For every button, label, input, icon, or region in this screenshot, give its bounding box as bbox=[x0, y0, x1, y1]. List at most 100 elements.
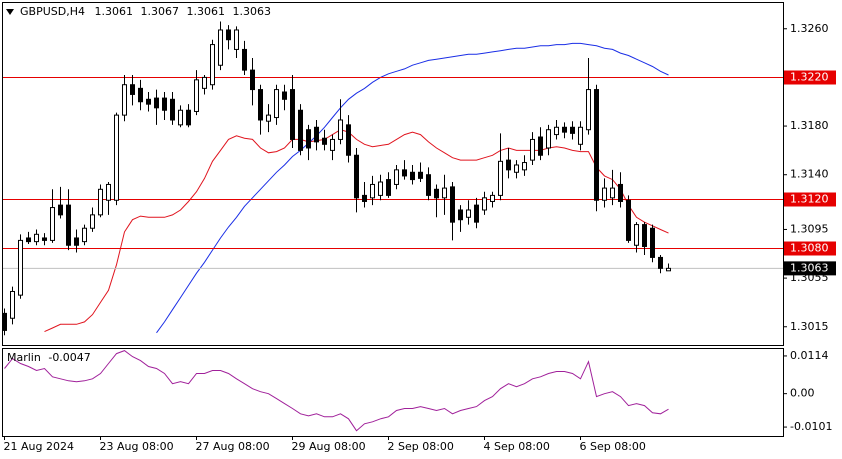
candle-body bbox=[298, 109, 303, 151]
x-tick-label: 23 Aug 08:00 bbox=[100, 440, 174, 453]
candle-body bbox=[146, 98, 151, 105]
candle-body bbox=[562, 126, 567, 133]
candle-body bbox=[586, 89, 591, 131]
indicator-value: -0.0047 bbox=[48, 351, 90, 364]
current-price-box bbox=[784, 261, 836, 276]
indicator-name: Marlin bbox=[7, 351, 41, 364]
candle-body bbox=[98, 188, 103, 216]
candle-body bbox=[402, 169, 407, 177]
candle-body bbox=[178, 109, 183, 126]
y-tick-label: 1.3140 bbox=[790, 168, 829, 181]
candle-body bbox=[138, 87, 143, 103]
candle-body bbox=[250, 69, 255, 91]
candle-body bbox=[498, 160, 503, 196]
candle-body bbox=[3, 312, 7, 331]
current-price-label: 1.3063 bbox=[790, 261, 829, 274]
candle-body bbox=[186, 109, 191, 126]
candle-body bbox=[554, 126, 559, 136]
level-label: 1.3220 bbox=[790, 71, 829, 84]
candle-body bbox=[74, 237, 79, 246]
candle-body bbox=[514, 164, 519, 173]
candle-body bbox=[578, 126, 583, 145]
candle-body bbox=[538, 136, 543, 156]
candle-body bbox=[450, 186, 455, 223]
candle-body bbox=[474, 204, 479, 223]
candle-body bbox=[218, 29, 223, 66]
candle-body bbox=[306, 129, 311, 149]
level-label-box bbox=[784, 241, 836, 256]
menu-triangle[interactable] bbox=[6, 9, 14, 15]
indicator-panel bbox=[2, 348, 784, 437]
moving-average bbox=[156, 42, 669, 334]
candle-body bbox=[418, 171, 423, 179]
chart-header: GBPUSD,H4 1.3061 1.3067 1.3061 1.3063 bbox=[20, 5, 271, 18]
candle-body bbox=[282, 91, 287, 100]
candle-body bbox=[322, 137, 327, 145]
level-label-box bbox=[784, 192, 836, 207]
candle-body bbox=[602, 187, 607, 201]
candle-body bbox=[426, 174, 431, 196]
x-tick-label: 4 Sep 08:00 bbox=[484, 440, 550, 453]
candle-body bbox=[290, 89, 295, 140]
candle-body bbox=[386, 179, 391, 196]
candle-body bbox=[50, 207, 55, 241]
y-tick-label: 0.00 bbox=[790, 387, 815, 400]
main-panel bbox=[2, 2, 784, 346]
symbol: GBPUSD,H4 bbox=[20, 5, 85, 18]
candle-body bbox=[90, 214, 95, 229]
candle-body bbox=[226, 29, 231, 41]
x-tick-label: 27 Aug 08:00 bbox=[196, 440, 270, 453]
high: 1.3067 bbox=[140, 5, 179, 18]
candle-body bbox=[162, 97, 167, 111]
candle-body bbox=[506, 159, 511, 171]
axes: 1.32601.31801.31401.30951.30551.30151.32… bbox=[4, 22, 836, 453]
candle-body bbox=[122, 84, 127, 116]
candle-body bbox=[618, 183, 623, 202]
moving-average bbox=[44, 129, 669, 333]
main-plot bbox=[3, 21, 783, 336]
candle-body bbox=[482, 197, 487, 211]
y-tick-label: 0.0114 bbox=[790, 349, 829, 362]
y-tick-label: 1.3260 bbox=[790, 22, 829, 35]
indicator-plot bbox=[4, 350, 669, 432]
candle-body bbox=[266, 114, 271, 122]
candle-body bbox=[154, 97, 159, 109]
level-label: 1.3120 bbox=[790, 193, 829, 206]
candle-body bbox=[458, 209, 463, 221]
y-tick-label: 1.3015 bbox=[790, 320, 829, 333]
candle-body bbox=[10, 290, 15, 319]
low: 1.3061 bbox=[186, 5, 225, 18]
candle-body bbox=[338, 119, 343, 140]
candle-body bbox=[594, 89, 599, 201]
candle-body bbox=[58, 204, 63, 216]
candle-body bbox=[650, 227, 655, 258]
candle-body bbox=[378, 181, 383, 196]
candle-body bbox=[634, 224, 639, 246]
y-tick-label: -0.0101 bbox=[790, 420, 832, 433]
candle-body bbox=[202, 76, 207, 89]
candle-body bbox=[370, 183, 375, 199]
candle-body bbox=[42, 237, 47, 241]
candle-body bbox=[610, 187, 615, 199]
candle-body bbox=[242, 48, 247, 71]
level-label-box bbox=[784, 70, 836, 85]
candle-body bbox=[314, 126, 319, 143]
candle-body bbox=[26, 237, 31, 243]
candle-body bbox=[546, 129, 551, 149]
candle-body bbox=[466, 209, 471, 218]
candle-body bbox=[666, 267, 671, 272]
candle-body bbox=[362, 194, 367, 202]
candle-body bbox=[82, 227, 87, 243]
candle-body bbox=[394, 169, 399, 185]
candle-body bbox=[210, 44, 215, 86]
candle-body bbox=[114, 114, 119, 201]
y-tick-label: 1.3180 bbox=[790, 119, 829, 132]
candle-body bbox=[34, 233, 39, 243]
candle-body bbox=[442, 187, 447, 199]
candle-body bbox=[258, 89, 263, 121]
candle-body bbox=[434, 188, 439, 199]
candle-body bbox=[490, 194, 495, 202]
candle-body bbox=[106, 183, 111, 201]
